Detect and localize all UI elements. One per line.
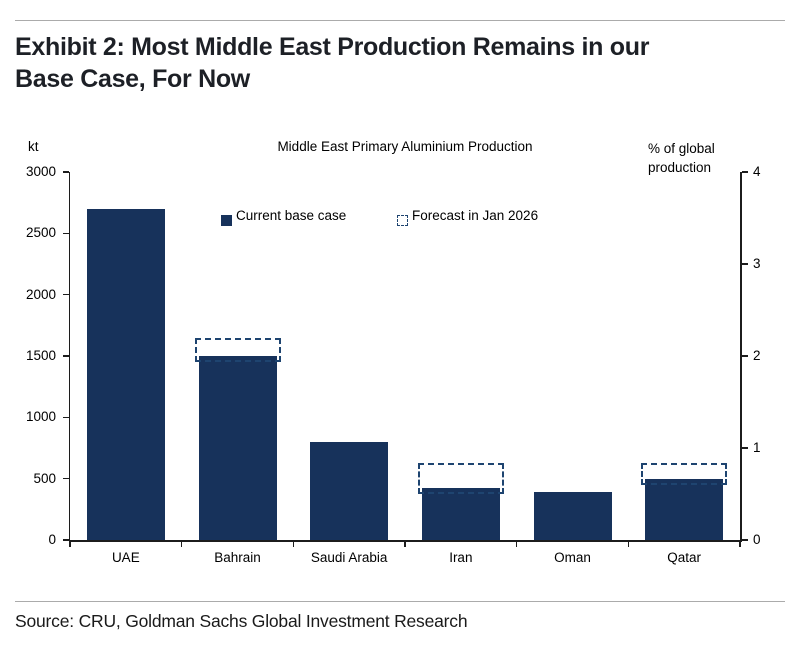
- forecast-bar-iran: [417, 462, 504, 495]
- legend-swatch-forecast: [397, 215, 408, 226]
- left-axis-tick-label: 0: [48, 532, 56, 547]
- left-axis-tick: [62, 539, 69, 541]
- forecast-bar-bahrain: [194, 337, 281, 362]
- left-axis-tick: [62, 355, 69, 357]
- legend-label-forecast: Forecast in Jan 2026: [412, 208, 539, 223]
- x-axis-tick: [292, 540, 295, 547]
- bar-bahrain: [198, 356, 277, 540]
- exhibit-title: Exhibit 2: Most Middle East Production R…: [15, 31, 649, 95]
- category-label-qatar: Qatar: [667, 550, 702, 565]
- bar-oman: [533, 491, 612, 540]
- x-axis-tick: [515, 540, 518, 547]
- exhibit-title-line1: Exhibit 2: Most Middle East Production R…: [15, 33, 650, 61]
- category-label-oman: Oman: [554, 550, 591, 565]
- right-axis-tick: [741, 263, 748, 265]
- left-axis-tick-label: 1500: [25, 348, 56, 363]
- x-axis-tick: [739, 540, 741, 547]
- left-axis-tick: [62, 477, 69, 480]
- right-axis-tick-label: 3: [753, 256, 761, 271]
- right-axis-tick: [741, 171, 748, 173]
- footer-divider: [15, 601, 785, 602]
- right-axis-title: % of global production: [648, 141, 715, 175]
- bar-saudi-arabia: [310, 441, 389, 540]
- x-axis-tick: [69, 540, 71, 547]
- left-axis-tick: [62, 293, 69, 296]
- chart-title: Middle East Primary Aluminium Production: [277, 139, 533, 154]
- right-axis-tick: [741, 447, 748, 449]
- x-axis-tick: [180, 540, 183, 547]
- legend-label-current-base-case: Current base case: [236, 208, 347, 223]
- left-axis-tick: [62, 416, 69, 419]
- source-note: Source: CRU, Goldman Sachs Global Invest…: [15, 611, 468, 631]
- right-axis-tick-label: 4: [753, 164, 761, 179]
- right-axis-tick: [741, 539, 748, 541]
- left-axis-unit-label: kt: [28, 139, 39, 154]
- category-label-iran: Iran: [449, 550, 473, 565]
- left-axis-tick-label: 2000: [25, 286, 56, 302]
- left-axis-tick-label: 500: [33, 470, 56, 486]
- left-axis-tick: [62, 171, 69, 173]
- top-divider: [15, 20, 785, 21]
- category-label-saudi-arabia: Saudi Arabia: [310, 550, 388, 565]
- left-axis-tick-label: 1000: [25, 409, 56, 425]
- x-axis-tick: [627, 540, 630, 547]
- exhibit-title-line2: Base Case, For Now: [15, 65, 250, 93]
- category-label-uae: UAE: [111, 550, 140, 565]
- right-axis-tick: [741, 355, 748, 357]
- category-label-bahrain: Bahrain: [214, 550, 261, 565]
- bar-uae: [86, 208, 165, 540]
- left-axis-tick: [62, 232, 69, 235]
- right-axis-line: [740, 172, 742, 542]
- left-axis-tick-label: 2500: [25, 225, 56, 241]
- chart-area: kt Middle East Primary Aluminium Producti…: [25, 139, 761, 565]
- right-axis-tick-label: 1: [753, 440, 761, 455]
- right-axis-tick-label: 2: [753, 348, 761, 363]
- bar-iran: [421, 488, 500, 540]
- legend-swatch-current-base-case: [221, 215, 232, 226]
- forecast-bar-qatar: [641, 462, 728, 485]
- right-axis-tick-label: 0: [753, 532, 761, 547]
- left-axis-tick-label: 3000: [25, 164, 56, 179]
- bar-qatar: [645, 478, 724, 540]
- x-axis-tick: [404, 540, 406, 547]
- left-axis-line: [68, 172, 70, 542]
